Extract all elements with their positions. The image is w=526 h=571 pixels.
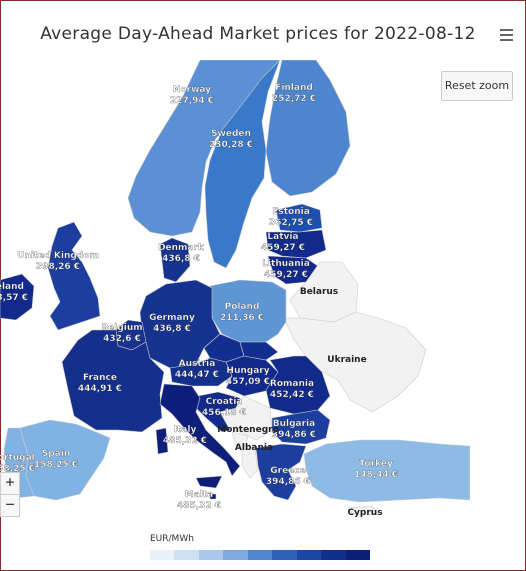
value-poland: 211,36 €	[220, 313, 264, 323]
value-lithuania: 459,27 €	[264, 270, 308, 280]
label-united-kingdom: United Kingdom	[17, 251, 99, 261]
region-sweden[interactable]	[204, 60, 281, 269]
value-portugal: 158,25 €	[0, 464, 35, 474]
region-serbia	[219, 395, 273, 441]
label-poland: Poland	[225, 302, 260, 312]
region-greece[interactable]	[255, 443, 307, 501]
label-sweden: Sweden	[211, 129, 251, 139]
region-estonia[interactable]	[275, 203, 323, 233]
legend-swatch	[272, 550, 297, 560]
value-greece: 394,86 €	[266, 477, 310, 487]
label-spain: Spain	[42, 449, 71, 459]
value-united-kingdom: 398,26 €	[36, 262, 80, 272]
value-malta: 485,32 €	[177, 501, 221, 511]
value-croatia: 456,18 €	[202, 408, 246, 418]
legend-swatch	[223, 550, 248, 560]
label-malta: Malta	[185, 490, 214, 500]
value-italy: 485,32 €	[163, 436, 207, 446]
label-estonia: Estonia	[272, 207, 310, 217]
value-latvia: 459,27 €	[261, 243, 305, 253]
label-italy: Italy	[174, 425, 197, 435]
menu-line	[500, 39, 513, 41]
value-france: 444,91 €	[78, 384, 122, 394]
region-latvia[interactable]	[265, 229, 327, 259]
label-montenegro: Montenegro	[217, 425, 279, 435]
region-france[interactable]	[61, 329, 165, 433]
menu-line	[500, 34, 513, 36]
label-germany: Germany	[149, 313, 195, 323]
value-germany: 436,8 €	[153, 324, 191, 334]
value-estonia: 362,75 €	[269, 218, 313, 228]
legend-title: EUR/MWh	[150, 534, 194, 544]
region-malta[interactable]	[209, 493, 217, 500]
region-albania[interactable]	[241, 443, 259, 479]
legend-swatch	[150, 550, 175, 560]
label-portugal: Portugal	[0, 453, 35, 463]
label-austria: Austria	[179, 359, 216, 369]
label-romania: Romania	[270, 379, 314, 389]
legend-swatch	[345, 550, 370, 560]
label-norway: Norway	[173, 85, 211, 95]
region-denmark[interactable]	[159, 237, 191, 283]
value-austria: 444,47 €	[175, 370, 219, 380]
label-albania: Albania	[235, 443, 273, 453]
region-slovakia	[239, 341, 279, 361]
label-croatia: Croatia	[206, 397, 243, 407]
legend-swatch	[247, 550, 273, 560]
zoom-in-button[interactable]: +	[0, 472, 20, 495]
label-cyprus: Cyprus	[347, 508, 382, 518]
label-bulgaria: Bulgaria	[273, 419, 315, 429]
value-bulgaria: 394,86 €	[272, 430, 316, 440]
region-ireland[interactable]	[0, 273, 35, 321]
label-latvia: Latvia	[267, 232, 298, 242]
region-sicily[interactable]	[195, 475, 223, 489]
value-ireland: 463,57 €	[0, 293, 28, 303]
value-turkey: 148,44 €	[354, 470, 398, 480]
legend-swatch	[296, 550, 322, 560]
value-norway: 227,94 €	[170, 96, 214, 106]
label-ukraine: Ukraine	[327, 355, 366, 365]
region-italy[interactable]	[159, 383, 241, 477]
legend-swatch	[321, 550, 346, 560]
label-france: France	[83, 373, 117, 383]
value-sweden: 230,28 €	[209, 140, 253, 150]
label-ireland: Ireland	[0, 282, 24, 292]
region-united-kingdom[interactable]	[47, 221, 101, 331]
hamburger-menu-icon[interactable]	[498, 26, 516, 46]
value-finland: 252,72 €	[272, 94, 316, 104]
region-finland[interactable]	[265, 60, 351, 197]
legend-swatch	[174, 550, 199, 560]
label-denmark: Denmark	[158, 243, 205, 253]
region-turkey[interactable]	[303, 439, 470, 503]
reset-zoom-button[interactable]: Reset zoom	[441, 71, 513, 101]
value-belgium: 432,6 €	[103, 334, 141, 344]
value-hungary: 457,09 €	[226, 377, 270, 387]
region-poland[interactable]	[209, 279, 287, 343]
label-hungary: Hungary	[226, 366, 269, 376]
label-turkey: Turkey	[359, 459, 393, 469]
label-finland: Finland	[275, 83, 313, 93]
menu-line	[500, 29, 513, 31]
chart-title: Average Day-Ahead Market prices for 2022…	[40, 24, 476, 44]
label-belarus: Belarus	[300, 287, 338, 297]
label-belgium: Belgium	[101, 323, 142, 333]
region-sardinia[interactable]	[155, 427, 169, 455]
label-greece: Greece	[270, 466, 305, 476]
legend-color-scale	[150, 550, 370, 560]
zoom-out-button[interactable]: −	[0, 494, 20, 517]
label-lithuania: Lithuania	[262, 259, 310, 269]
value-spain: 158,25 €	[34, 460, 78, 470]
region-cyprus[interactable]	[347, 505, 379, 516]
region-bulgaria[interactable]	[271, 409, 331, 445]
value-denmark: 436,8 €	[162, 254, 200, 264]
value-romania: 452,42 €	[270, 390, 314, 400]
legend-swatch	[198, 550, 224, 560]
